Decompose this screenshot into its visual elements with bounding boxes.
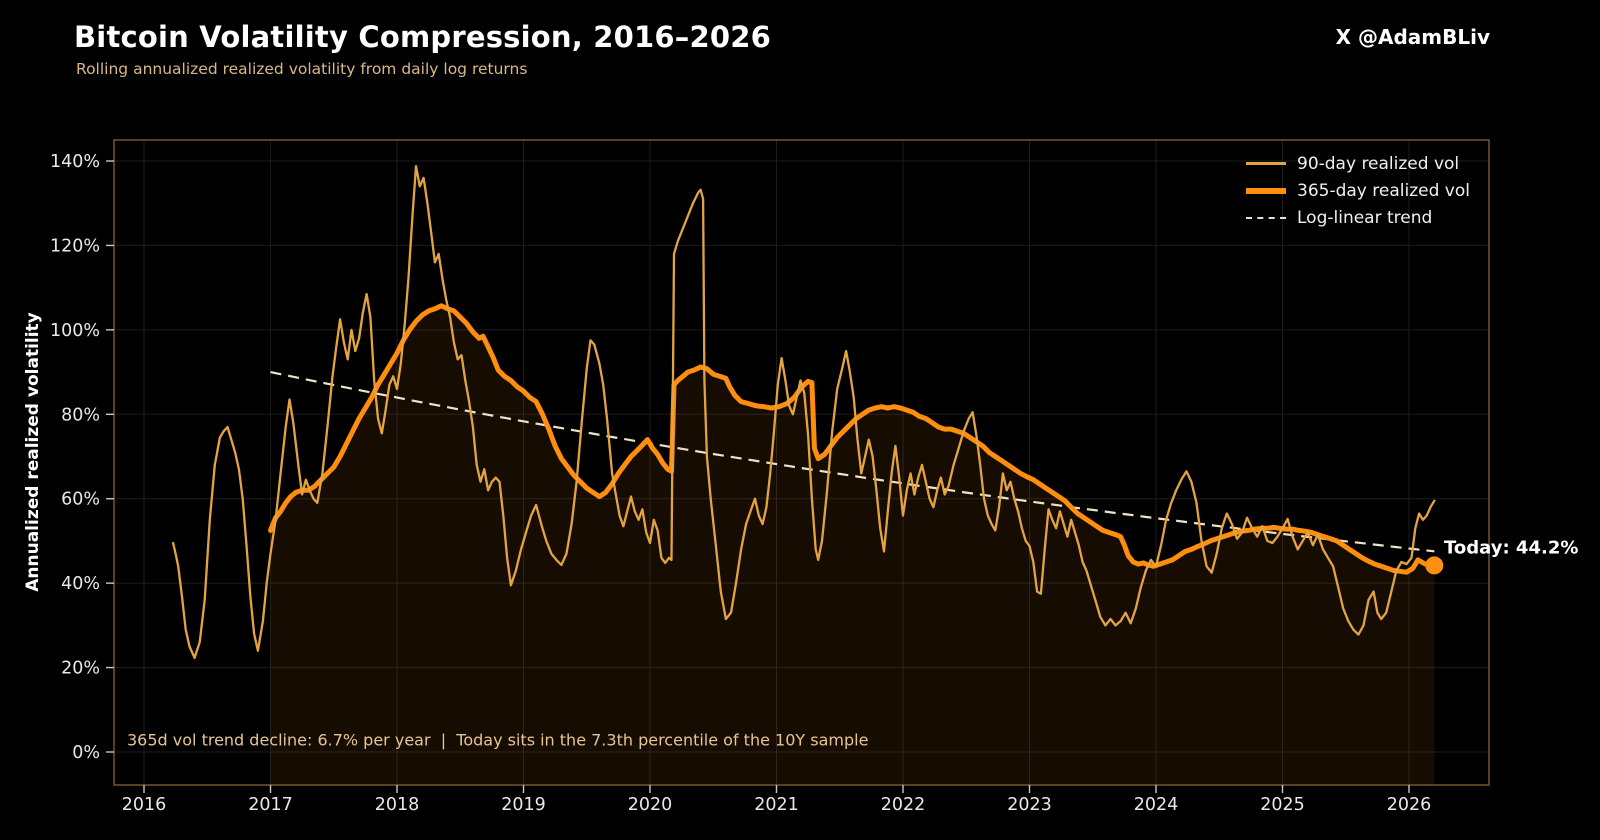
legend-label-365d: 365-day realized vol bbox=[1297, 180, 1470, 201]
legend-label-90d: 90-day realized vol bbox=[1297, 153, 1460, 174]
y-axis-title: Annualized realized volatility bbox=[23, 312, 43, 592]
area-fill-365d bbox=[270, 305, 1435, 785]
x-tick-label: 2018 bbox=[375, 795, 420, 815]
x-tick-label: 2025 bbox=[1260, 795, 1305, 815]
plot-border bbox=[113, 139, 1490, 786]
x-tick-label: 2019 bbox=[501, 795, 546, 815]
legend-item-365d: 365-day realized vol bbox=[1246, 177, 1470, 204]
legend-swatch-365d bbox=[1246, 187, 1286, 194]
today-marker-dot bbox=[1425, 556, 1444, 575]
trend-line bbox=[270, 371, 1435, 553]
legend-item-90d: 90-day realized vol bbox=[1246, 150, 1470, 177]
legend-label-trend: Log-linear trend bbox=[1297, 207, 1433, 228]
legend-item-trend: Log-linear trend bbox=[1246, 204, 1470, 231]
author-credit: X @AdamBLiv bbox=[1335, 25, 1490, 49]
y-tick-label: 120% bbox=[50, 236, 100, 256]
page-title: Bitcoin Volatility Compression, 2016–202… bbox=[74, 20, 771, 54]
y-tick-label: 60% bbox=[61, 490, 100, 510]
x-tick-label: 2026 bbox=[1387, 795, 1432, 815]
x-tick-label: 2016 bbox=[122, 795, 167, 815]
x-tick-label: 2024 bbox=[1134, 795, 1179, 815]
legend: 90-day realized vol 365-day realized vol… bbox=[1246, 150, 1470, 231]
y-tick-label: 40% bbox=[61, 574, 100, 594]
line-365d-vol bbox=[268, 303, 1437, 575]
x-tick-label: 2023 bbox=[1007, 795, 1052, 815]
x-tick-label: 2021 bbox=[754, 795, 799, 815]
y-tick-label: 100% bbox=[50, 321, 100, 341]
y-tick-label: 140% bbox=[50, 152, 100, 172]
y-tick-label: 80% bbox=[61, 405, 100, 425]
trend-stats-annotation: 365d vol trend decline: 6.7% per year | … bbox=[127, 730, 869, 750]
line-90d-vol bbox=[171, 164, 1436, 660]
today-value-label: Today: 44.2% bbox=[1444, 537, 1579, 559]
y-tick-label: 20% bbox=[61, 659, 100, 679]
y-tick-label: 0% bbox=[72, 743, 100, 763]
x-tick-label: 2017 bbox=[248, 795, 293, 815]
legend-swatch-90d bbox=[1246, 161, 1286, 166]
chart-subtitle: Rolling annualized realized volatility f… bbox=[76, 60, 528, 78]
x-tick-label: 2022 bbox=[881, 795, 926, 815]
x-tick-label: 2020 bbox=[628, 795, 673, 815]
legend-swatch-trend bbox=[1246, 216, 1286, 219]
